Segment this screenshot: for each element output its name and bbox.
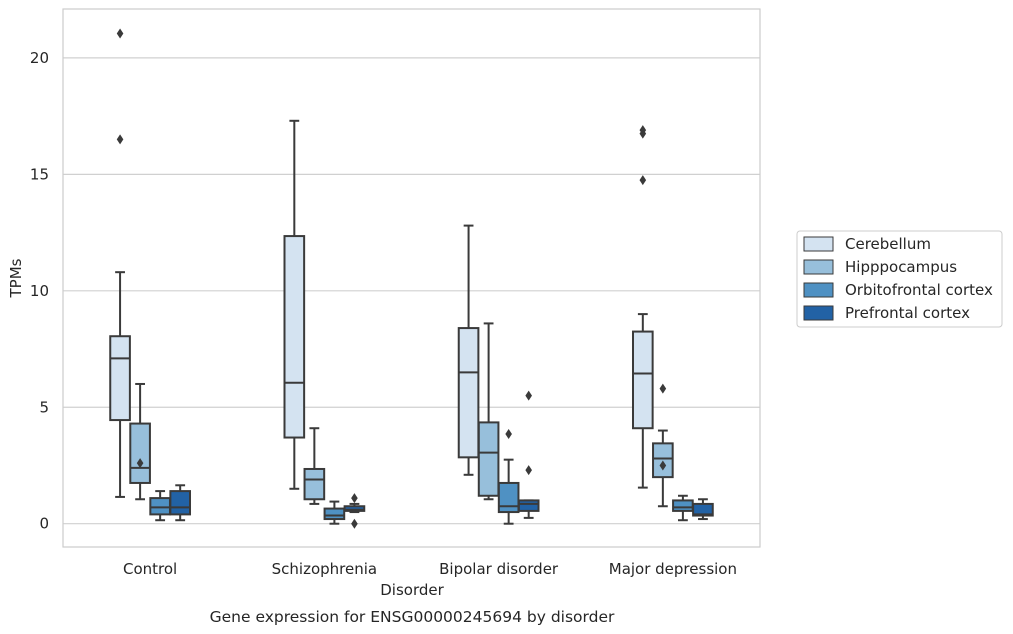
box-2-2: [497, 429, 520, 525]
box-body: [323, 507, 346, 521]
box-body: [149, 497, 171, 516]
legend-frame: [796, 230, 1003, 328]
box-0-2: [457, 224, 480, 476]
legend-swatch: [803, 305, 834, 321]
y-tick-label: 20: [30, 49, 49, 67]
box-body: [129, 422, 151, 484]
legend-swatch: [803, 236, 834, 252]
box-1-2: [477, 322, 500, 501]
outlier-point: [659, 460, 667, 471]
box-1-3: [652, 383, 674, 508]
box-3-0: [169, 484, 192, 522]
chart-caption: Gene expression for ENSG00000245694 by d…: [210, 608, 615, 626]
legend-label: Hipppocampus: [845, 258, 957, 276]
x-tick-label: Schizophrenia: [272, 560, 377, 578]
y-tick-labels: 0 5 10 15 20: [30, 49, 49, 533]
x-tick-labels: Control Schizophrenia Bipolar disorder Majo…: [123, 560, 737, 578]
y-tick-label: 5: [39, 398, 49, 416]
box-layer: [109, 28, 714, 529]
outlier-point: [116, 134, 124, 145]
legend-label: Cerebellum: [845, 235, 931, 253]
box-body: [283, 235, 306, 439]
box-body: [672, 499, 694, 512]
outlier-point: [525, 390, 532, 401]
box-0-1: [283, 119, 306, 490]
box-body: [303, 467, 326, 501]
outlier-point: [639, 125, 647, 136]
outlier-point: [525, 465, 532, 476]
box-0-3: [631, 125, 654, 489]
box-2-0: [149, 490, 171, 522]
box-body: [169, 490, 192, 516]
box-body: [692, 502, 714, 517]
box-body: [517, 499, 540, 512]
x-tick-label: Bipolar disorder: [439, 560, 559, 578]
y-tick-label: 15: [30, 165, 49, 183]
x-tick-label: Control: [123, 560, 177, 578]
y-tick-label: 10: [30, 282, 49, 300]
outlier-point: [505, 429, 512, 440]
legend-label: Prefrontal cortex: [845, 304, 970, 322]
legend-label: Orbitofrontal cortex: [845, 281, 993, 299]
box-3-1: [343, 493, 366, 529]
box-body: [343, 505, 366, 512]
outlier-point: [351, 493, 358, 504]
box-body: [109, 335, 131, 422]
box-1-1: [303, 427, 326, 505]
x-tick-label: Major depression: [609, 560, 737, 578]
outlier-point: [639, 175, 647, 186]
legend: Cerebellum Hipppocampus Orbitofrontal cort…: [796, 230, 1003, 328]
outlier-point: [136, 458, 144, 469]
box-3-3: [692, 498, 714, 521]
box-body: [457, 327, 480, 459]
box-body: [631, 330, 654, 430]
box-body: [497, 481, 520, 514]
box-body: [652, 442, 674, 479]
plot-frame: [62, 8, 761, 548]
y-axis-label: TPMs: [7, 258, 25, 298]
legend-swatch: [803, 282, 834, 298]
box-0-0: [109, 28, 131, 498]
legend-swatch: [803, 259, 834, 275]
x-axis-label: Disorder: [380, 581, 444, 599]
box-2-1: [323, 500, 346, 525]
y-tick-label: 0: [39, 515, 49, 533]
box-body: [477, 421, 500, 497]
outlier-point: [351, 518, 358, 529]
outlier-point: [659, 383, 667, 394]
box-2-3: [672, 494, 694, 522]
box-3-2: [517, 390, 540, 519]
box-1-0: [129, 382, 151, 501]
outlier-point: [116, 28, 124, 39]
